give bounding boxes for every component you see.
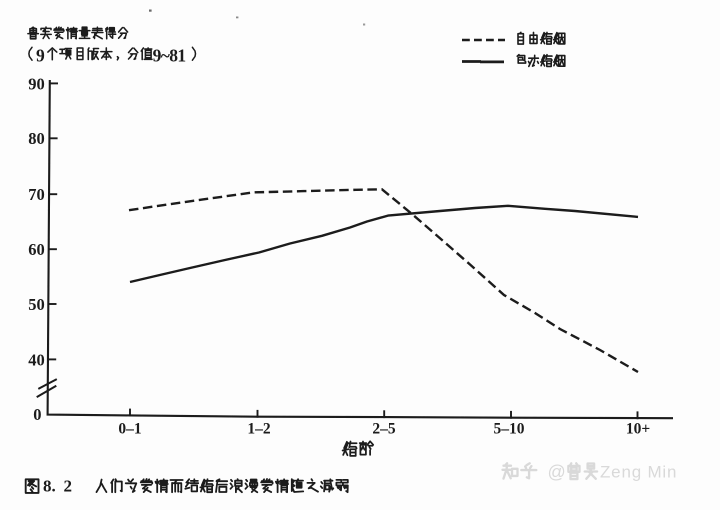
svg-text:8.: 8. — [43, 477, 56, 496]
svg-text:2: 2 — [64, 477, 73, 496]
svg-text:0–1: 0–1 — [118, 420, 141, 437]
svg-text:60: 60 — [28, 240, 45, 259]
svg-text:70: 70 — [28, 185, 45, 204]
svg-text:Zeng Min: Zeng Min — [600, 463, 677, 482]
svg-text:40: 40 — [28, 350, 45, 369]
svg-text:0: 0 — [33, 405, 41, 424]
svg-text:90: 90 — [28, 74, 45, 93]
svg-text:5–10: 5–10 — [494, 420, 525, 437]
svg-text:1–2: 1–2 — [247, 420, 271, 437]
svg-text:9: 9 — [36, 45, 45, 65]
svg-text:10+: 10+ — [626, 420, 651, 437]
svg-text:2–5: 2–5 — [372, 420, 396, 437]
svg-text:50: 50 — [28, 295, 45, 314]
svg-text:@: @ — [548, 462, 566, 482]
svg-text:80: 80 — [28, 129, 45, 148]
svg-text:9~81: 9~81 — [153, 45, 186, 65]
